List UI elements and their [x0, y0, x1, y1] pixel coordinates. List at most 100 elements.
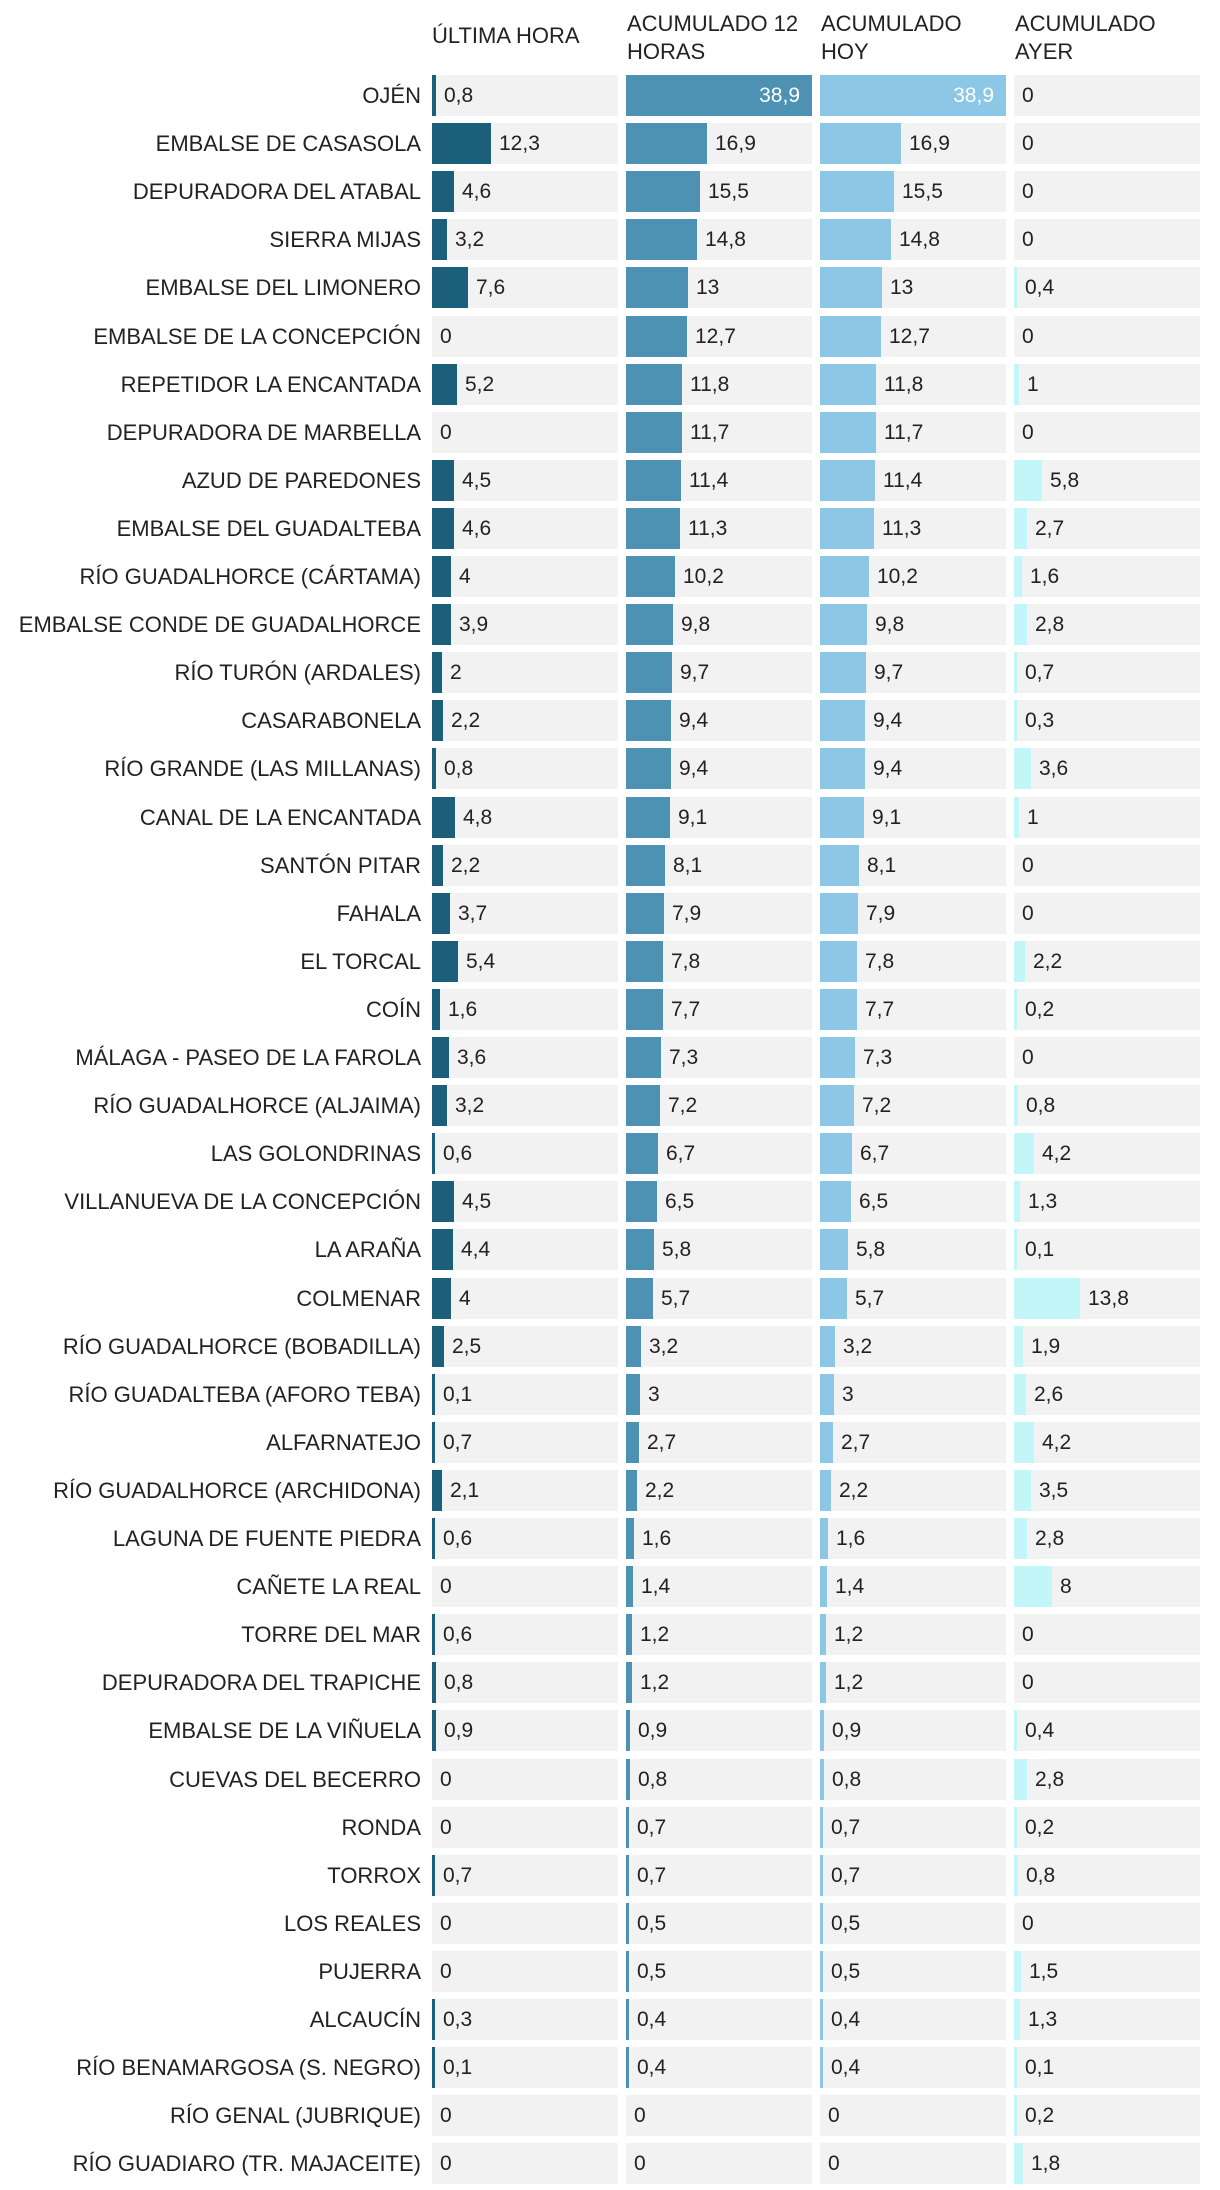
value-bar	[1014, 1181, 1020, 1222]
table-row: EMBALSE DEL LIMONERO 7,6 13 13 0,4	[0, 267, 1220, 308]
value-cell: 0,3	[1014, 700, 1200, 741]
value-cell: 2,2	[820, 1470, 1006, 1511]
value-cell: 0,4	[626, 1999, 812, 2040]
value-cell: 7,2	[820, 1085, 1006, 1126]
value-label: 1,3	[1028, 1190, 1058, 1213]
station-name: LAS GOLONDRINAS	[210, 1141, 421, 1166]
value-label: 7,9	[672, 902, 702, 925]
value-cell: 5,4	[432, 941, 618, 982]
table-row: OJÉN 0,8 38,9 38,9 0	[0, 75, 1220, 116]
value-bar	[1014, 1518, 1027, 1559]
value-label: 38,9	[953, 84, 994, 107]
value-cell: 2	[432, 652, 618, 693]
value-cell: 3,2	[432, 219, 618, 260]
column-header-acumulado-hoy: ACUMULADO HOY	[821, 11, 962, 64]
value-cell: 1,6	[432, 989, 618, 1030]
station-name: VILLANUEVA DE LA CONCEPCIÓN	[64, 1189, 421, 1214]
value-cell: 0,7	[432, 1855, 618, 1896]
station-name: RÍO GUADALHORCE (BOBADILLA)	[62, 1334, 421, 1359]
value-cell: 2,7	[820, 1422, 1006, 1463]
value-bar	[626, 700, 671, 741]
value-bar	[626, 1614, 632, 1655]
value-cell: 0	[820, 2095, 1006, 2136]
value-cell: 11,8	[820, 364, 1006, 405]
value-cell: 8,1	[820, 845, 1006, 886]
value-cell: 7,9	[820, 893, 1006, 934]
value-cell: 0	[432, 1903, 618, 1944]
value-label: 1,8	[1031, 2152, 1061, 2175]
value-bar	[626, 75, 812, 116]
value-bar	[432, 1422, 435, 1463]
value-bar	[432, 508, 454, 549]
value-cell: 3,9	[432, 604, 618, 645]
value-cell: 4,2	[1014, 1422, 1200, 1463]
value-label: 0	[1022, 84, 1034, 107]
value-bar	[820, 1133, 852, 1174]
value-cell: 4,2	[1014, 1133, 1200, 1174]
value-label: 4,2	[1042, 1142, 1072, 1165]
value-label: 0,7	[637, 1864, 667, 1887]
value-label: 14,8	[899, 228, 940, 251]
value-label: 0,6	[443, 1527, 473, 1550]
station-name: SIERRA MIJAS	[269, 227, 421, 252]
value-bar	[626, 748, 671, 789]
value-cell: 3	[820, 1374, 1006, 1415]
table-row: PUJERRA 0 0,5 0,5 1,5	[0, 1951, 1220, 1992]
station-name: RÍO GUADALHORCE (ALJAIMA)	[93, 1093, 421, 1118]
value-label: 16,9	[909, 132, 950, 155]
table-row: SIERRA MIJAS 3,2 14,8 14,8 0	[0, 219, 1220, 260]
value-bar	[820, 941, 857, 982]
value-bar	[626, 1710, 630, 1751]
station-name: COLMENAR	[296, 1286, 421, 1311]
value-bar	[432, 1181, 454, 1222]
station-name: RÍO GENAL (JUBRIQUE)	[170, 2103, 421, 2128]
value-cell: 0,4	[1014, 1710, 1200, 1751]
value-cell: 5,2	[432, 364, 618, 405]
value-bar	[626, 1566, 633, 1607]
value-cell: 0	[432, 316, 618, 357]
value-bar	[1014, 1710, 1017, 1751]
value-bar	[432, 797, 455, 838]
column-header-ultima-hora: ÚLTIMA HORA	[432, 23, 580, 48]
value-cell: 0	[432, 2095, 618, 2136]
value-bar	[432, 219, 447, 260]
value-label: 0	[440, 1575, 452, 1598]
value-label: 11,3	[688, 517, 728, 540]
value-bar	[1014, 1470, 1031, 1511]
value-bar	[1014, 1133, 1034, 1174]
value-cell: 0	[1014, 1614, 1200, 1655]
value-bar	[820, 1614, 826, 1655]
value-cell: 1,2	[626, 1662, 812, 1703]
table-row: CASARABONELA 2,2 9,4 9,4 0,3	[0, 700, 1220, 741]
value-label: 1,2	[834, 1671, 864, 1694]
station-name: AZUD DE PAREDONES	[181, 468, 421, 493]
value-cell: 0	[820, 2143, 1006, 2184]
value-cell: 1,4	[626, 1566, 812, 1607]
value-label: 9,4	[679, 757, 709, 780]
value-bar	[1014, 652, 1017, 693]
value-label: 0,5	[637, 1960, 667, 1983]
value-bar	[820, 893, 858, 934]
value-bar	[626, 989, 663, 1030]
value-label: 1	[1027, 806, 1039, 829]
value-cell: 38,9	[820, 75, 1006, 116]
value-bar	[432, 267, 468, 308]
value-label: 6,7	[666, 1142, 696, 1165]
table-row: FAHALA 3,7 7,9 7,9 0	[0, 893, 1220, 934]
value-bar	[626, 1662, 632, 1703]
value-bar	[820, 1374, 834, 1415]
value-cell: 9,4	[820, 700, 1006, 741]
value-cell: 7,2	[626, 1085, 812, 1126]
value-bar	[1014, 604, 1027, 645]
value-label: 2,2	[451, 709, 481, 732]
table-row: EMBALSE CONDE DE GUADALHORCE 3,9 9,8 9,8 2,8	[0, 604, 1220, 645]
value-cell: 0,8	[1014, 1855, 1200, 1896]
value-cell: 4,5	[432, 1181, 618, 1222]
table-row: RÍO GUADIARO (TR. MAJACEITE) 0 0 0 1,8	[0, 2143, 1220, 2184]
table-row: TORRE DEL MAR 0,6 1,2 1,2 0	[0, 1614, 1220, 1655]
value-cell: 0,4	[1014, 267, 1200, 308]
value-label: 10,2	[877, 565, 918, 588]
value-label: 0,7	[831, 1816, 861, 1839]
value-cell: 0	[1014, 412, 1200, 453]
value-label: 1,3	[1028, 2008, 1058, 2031]
